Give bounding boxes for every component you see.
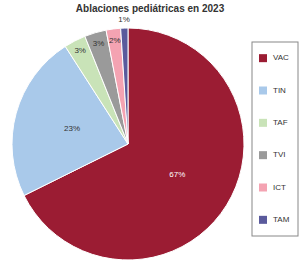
legend-label: VAC xyxy=(273,53,289,62)
data-label: 3% xyxy=(93,39,105,48)
legend-item: ICT xyxy=(259,183,286,192)
legend-item: TVI xyxy=(259,150,285,159)
legend-label: TAM xyxy=(273,215,290,224)
legend-frame xyxy=(252,42,298,236)
pie xyxy=(12,28,244,260)
data-label: 2% xyxy=(109,36,121,45)
data-label: 67% xyxy=(169,170,185,179)
title: Ablaciones pediátricas en 2023 xyxy=(76,3,225,14)
data-label: 3% xyxy=(74,46,86,55)
slice xyxy=(106,28,128,144)
legend-label: TIN xyxy=(273,86,286,95)
legend-swatch xyxy=(259,216,267,224)
legend-item: TIN xyxy=(259,86,286,95)
chart: Ablaciones pediátricas en 2023 67% 23% 3% 3%… xyxy=(0,0,300,264)
data-labels: 67% 23% 3% 3% 2% 1% xyxy=(64,15,185,179)
legend: VAC TIN TAF TVI ICT TAM xyxy=(252,42,298,236)
legend-swatch xyxy=(259,119,267,127)
legend-item: VAC xyxy=(259,53,289,62)
legend-swatch xyxy=(259,87,267,95)
legend-label: TAF xyxy=(273,118,288,127)
data-label: 1% xyxy=(118,15,130,24)
slice xyxy=(121,28,128,144)
legend-item: TAF xyxy=(259,118,288,127)
legend-label: ICT xyxy=(273,183,286,192)
legend-item: TAM xyxy=(259,215,290,224)
legend-swatch xyxy=(259,184,267,192)
legend-swatch xyxy=(259,151,267,159)
legend-swatch xyxy=(259,54,267,62)
data-label: 23% xyxy=(64,124,80,133)
legend-label: TVI xyxy=(273,150,285,159)
